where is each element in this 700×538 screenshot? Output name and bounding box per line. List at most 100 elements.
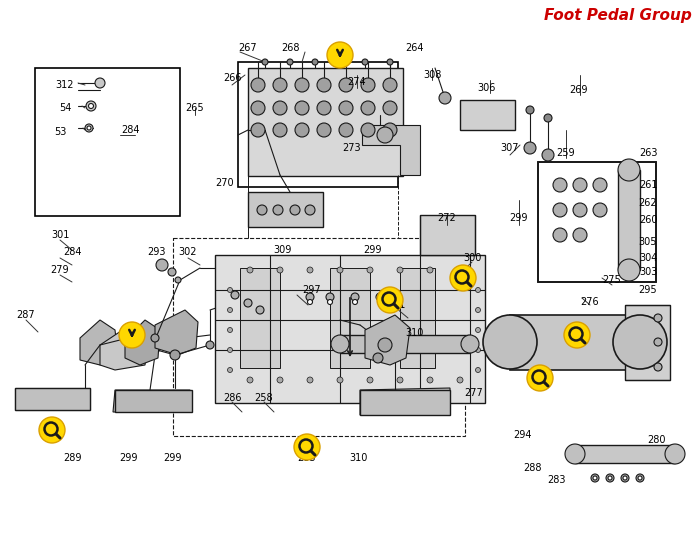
Text: 283: 283 bbox=[547, 475, 566, 485]
Bar bbox=[510, 315, 640, 370]
Circle shape bbox=[457, 377, 463, 383]
Text: 270: 270 bbox=[216, 178, 234, 188]
Circle shape bbox=[526, 106, 534, 114]
Text: 259: 259 bbox=[556, 148, 575, 158]
Circle shape bbox=[331, 335, 349, 353]
Text: 277: 277 bbox=[465, 388, 484, 398]
Text: 308: 308 bbox=[423, 70, 441, 80]
Circle shape bbox=[475, 348, 480, 352]
Circle shape bbox=[317, 123, 331, 137]
Circle shape bbox=[524, 142, 536, 154]
Circle shape bbox=[542, 149, 554, 161]
Circle shape bbox=[168, 268, 176, 276]
Circle shape bbox=[170, 350, 180, 360]
Circle shape bbox=[457, 267, 463, 273]
Circle shape bbox=[527, 365, 553, 391]
Circle shape bbox=[591, 474, 599, 482]
Text: 263: 263 bbox=[638, 148, 657, 158]
Circle shape bbox=[295, 123, 309, 137]
Text: 275: 275 bbox=[603, 275, 622, 285]
Circle shape bbox=[257, 205, 267, 215]
Circle shape bbox=[231, 291, 239, 299]
Circle shape bbox=[397, 267, 403, 273]
Circle shape bbox=[573, 228, 587, 242]
Bar bbox=[618, 170, 640, 270]
Text: 262: 262 bbox=[638, 198, 657, 208]
Circle shape bbox=[295, 78, 309, 92]
Circle shape bbox=[387, 59, 393, 65]
Circle shape bbox=[39, 417, 65, 443]
Circle shape bbox=[88, 103, 94, 109]
Text: 288: 288 bbox=[524, 463, 542, 473]
Circle shape bbox=[361, 101, 375, 115]
Circle shape bbox=[475, 308, 480, 313]
Circle shape bbox=[377, 300, 382, 305]
Circle shape bbox=[573, 203, 587, 217]
Circle shape bbox=[461, 335, 479, 353]
Circle shape bbox=[87, 126, 91, 130]
Text: 301: 301 bbox=[51, 230, 69, 240]
Circle shape bbox=[353, 300, 358, 305]
Text: 268: 268 bbox=[281, 43, 300, 53]
Bar bbox=[215, 255, 485, 403]
Circle shape bbox=[307, 377, 313, 383]
Circle shape bbox=[273, 123, 287, 137]
Circle shape bbox=[85, 124, 93, 132]
Text: 287: 287 bbox=[17, 310, 35, 320]
Text: 269: 269 bbox=[568, 85, 587, 95]
Text: 276: 276 bbox=[581, 297, 599, 307]
Circle shape bbox=[228, 367, 232, 372]
Circle shape bbox=[475, 328, 480, 332]
Text: 305: 305 bbox=[638, 237, 657, 247]
Text: 299: 299 bbox=[510, 213, 528, 223]
Circle shape bbox=[361, 123, 375, 137]
Text: 310: 310 bbox=[349, 453, 368, 463]
Circle shape bbox=[553, 203, 567, 217]
Circle shape bbox=[277, 267, 283, 273]
Circle shape bbox=[553, 228, 567, 242]
Text: 266: 266 bbox=[223, 73, 241, 83]
Bar bbox=[400, 268, 435, 368]
Circle shape bbox=[328, 300, 332, 305]
Circle shape bbox=[273, 205, 283, 215]
Circle shape bbox=[273, 78, 287, 92]
Circle shape bbox=[156, 259, 168, 271]
Text: 300: 300 bbox=[463, 253, 481, 263]
Text: 307: 307 bbox=[500, 143, 519, 153]
Text: 311: 311 bbox=[387, 300, 405, 310]
Text: 299: 299 bbox=[162, 453, 181, 463]
Text: 306: 306 bbox=[478, 83, 496, 93]
Circle shape bbox=[383, 123, 397, 137]
Text: 312: 312 bbox=[56, 80, 74, 90]
Circle shape bbox=[277, 377, 283, 383]
Circle shape bbox=[654, 363, 662, 371]
Bar bbox=[625, 305, 670, 380]
Text: 299: 299 bbox=[119, 453, 137, 463]
Bar bbox=[248, 192, 323, 227]
Circle shape bbox=[362, 59, 368, 65]
Circle shape bbox=[361, 78, 375, 92]
Text: 54: 54 bbox=[59, 103, 71, 113]
Circle shape bbox=[339, 123, 353, 137]
Circle shape bbox=[326, 293, 334, 301]
Text: 293: 293 bbox=[148, 247, 167, 257]
Circle shape bbox=[251, 123, 265, 137]
Circle shape bbox=[251, 101, 265, 115]
Circle shape bbox=[618, 159, 640, 181]
Bar bbox=[460, 100, 515, 130]
Circle shape bbox=[228, 287, 232, 293]
Bar bbox=[340, 335, 470, 353]
Circle shape bbox=[606, 474, 614, 482]
Bar bbox=[238, 62, 398, 187]
Circle shape bbox=[247, 377, 253, 383]
Circle shape bbox=[378, 338, 392, 352]
Circle shape bbox=[151, 334, 159, 342]
Polygon shape bbox=[362, 125, 420, 175]
Text: 279: 279 bbox=[50, 265, 69, 275]
Text: 304: 304 bbox=[639, 253, 657, 263]
Text: 294: 294 bbox=[512, 430, 531, 440]
Text: 286: 286 bbox=[223, 393, 241, 403]
Bar bbox=[538, 162, 656, 282]
Text: 310: 310 bbox=[406, 328, 424, 338]
Polygon shape bbox=[155, 310, 198, 355]
